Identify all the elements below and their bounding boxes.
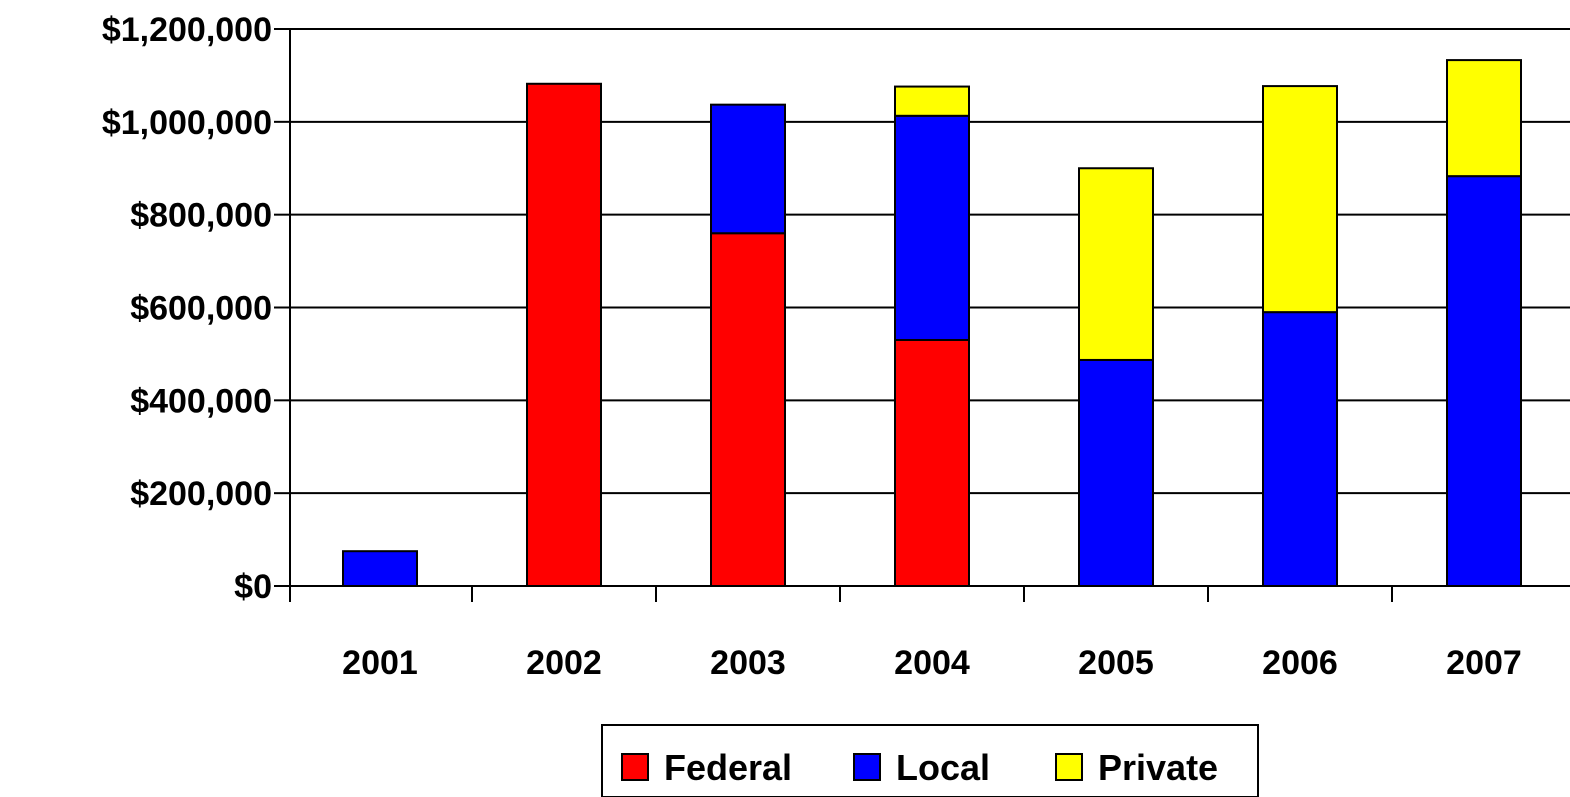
x-tick-label: 2004	[894, 644, 970, 682]
y-tick-label: $800,000	[130, 197, 272, 235]
x-tick-label: 2003	[710, 644, 786, 682]
y-tick-label: $400,000	[130, 382, 272, 420]
x-tick-label: 2006	[1262, 644, 1338, 682]
y-axis-tick-labels: $0 $200,000 $400,000 $600,000 $800,000 $1,000…	[102, 11, 272, 606]
x-tick-label: 2007	[1446, 644, 1522, 682]
x-axis-tick-labels: 2001 2002 2003 2004 2005 2006 2007	[342, 644, 1522, 682]
y-tick-label: $200,000	[130, 475, 272, 513]
legend-swatch-local	[853, 753, 881, 781]
legend-box	[601, 724, 1259, 797]
bar-federal-2004	[894, 338, 970, 587]
bar-private-2006	[1262, 85, 1338, 314]
bar-local-2005	[1078, 358, 1154, 587]
legend: Federal Local Private	[601, 724, 1259, 797]
bar-private-2004	[894, 85, 970, 117]
legend-label-local: Local	[896, 747, 990, 788]
legend-swatch-private	[1055, 753, 1083, 781]
x-tick-label: 2005	[1078, 644, 1154, 682]
bar-local-2003	[710, 103, 786, 235]
y-tick-label: $0	[234, 568, 272, 606]
bar-private-2007	[1446, 59, 1522, 178]
bar-federal-2003	[710, 232, 786, 587]
y-tick-label: $1,000,000	[102, 104, 272, 142]
bars	[342, 59, 1522, 587]
bar-private-2005	[1078, 167, 1154, 361]
bar-local-2004	[894, 114, 970, 341]
bar-federal-2002	[526, 82, 602, 587]
x-tick-label: 2002	[526, 644, 602, 682]
axes	[274, 28, 1570, 602]
y-tick-label: $1,200,000	[102, 11, 272, 49]
bar-local-2007	[1446, 175, 1522, 587]
y-tick-label: $600,000	[130, 290, 272, 328]
legend-label-private: Private	[1098, 747, 1218, 788]
legend-label-federal: Federal	[664, 747, 792, 788]
legend-swatch-federal	[621, 753, 649, 781]
bar-local-2001	[342, 550, 418, 587]
bar-local-2006	[1262, 311, 1338, 587]
x-tick-label: 2001	[342, 644, 418, 682]
